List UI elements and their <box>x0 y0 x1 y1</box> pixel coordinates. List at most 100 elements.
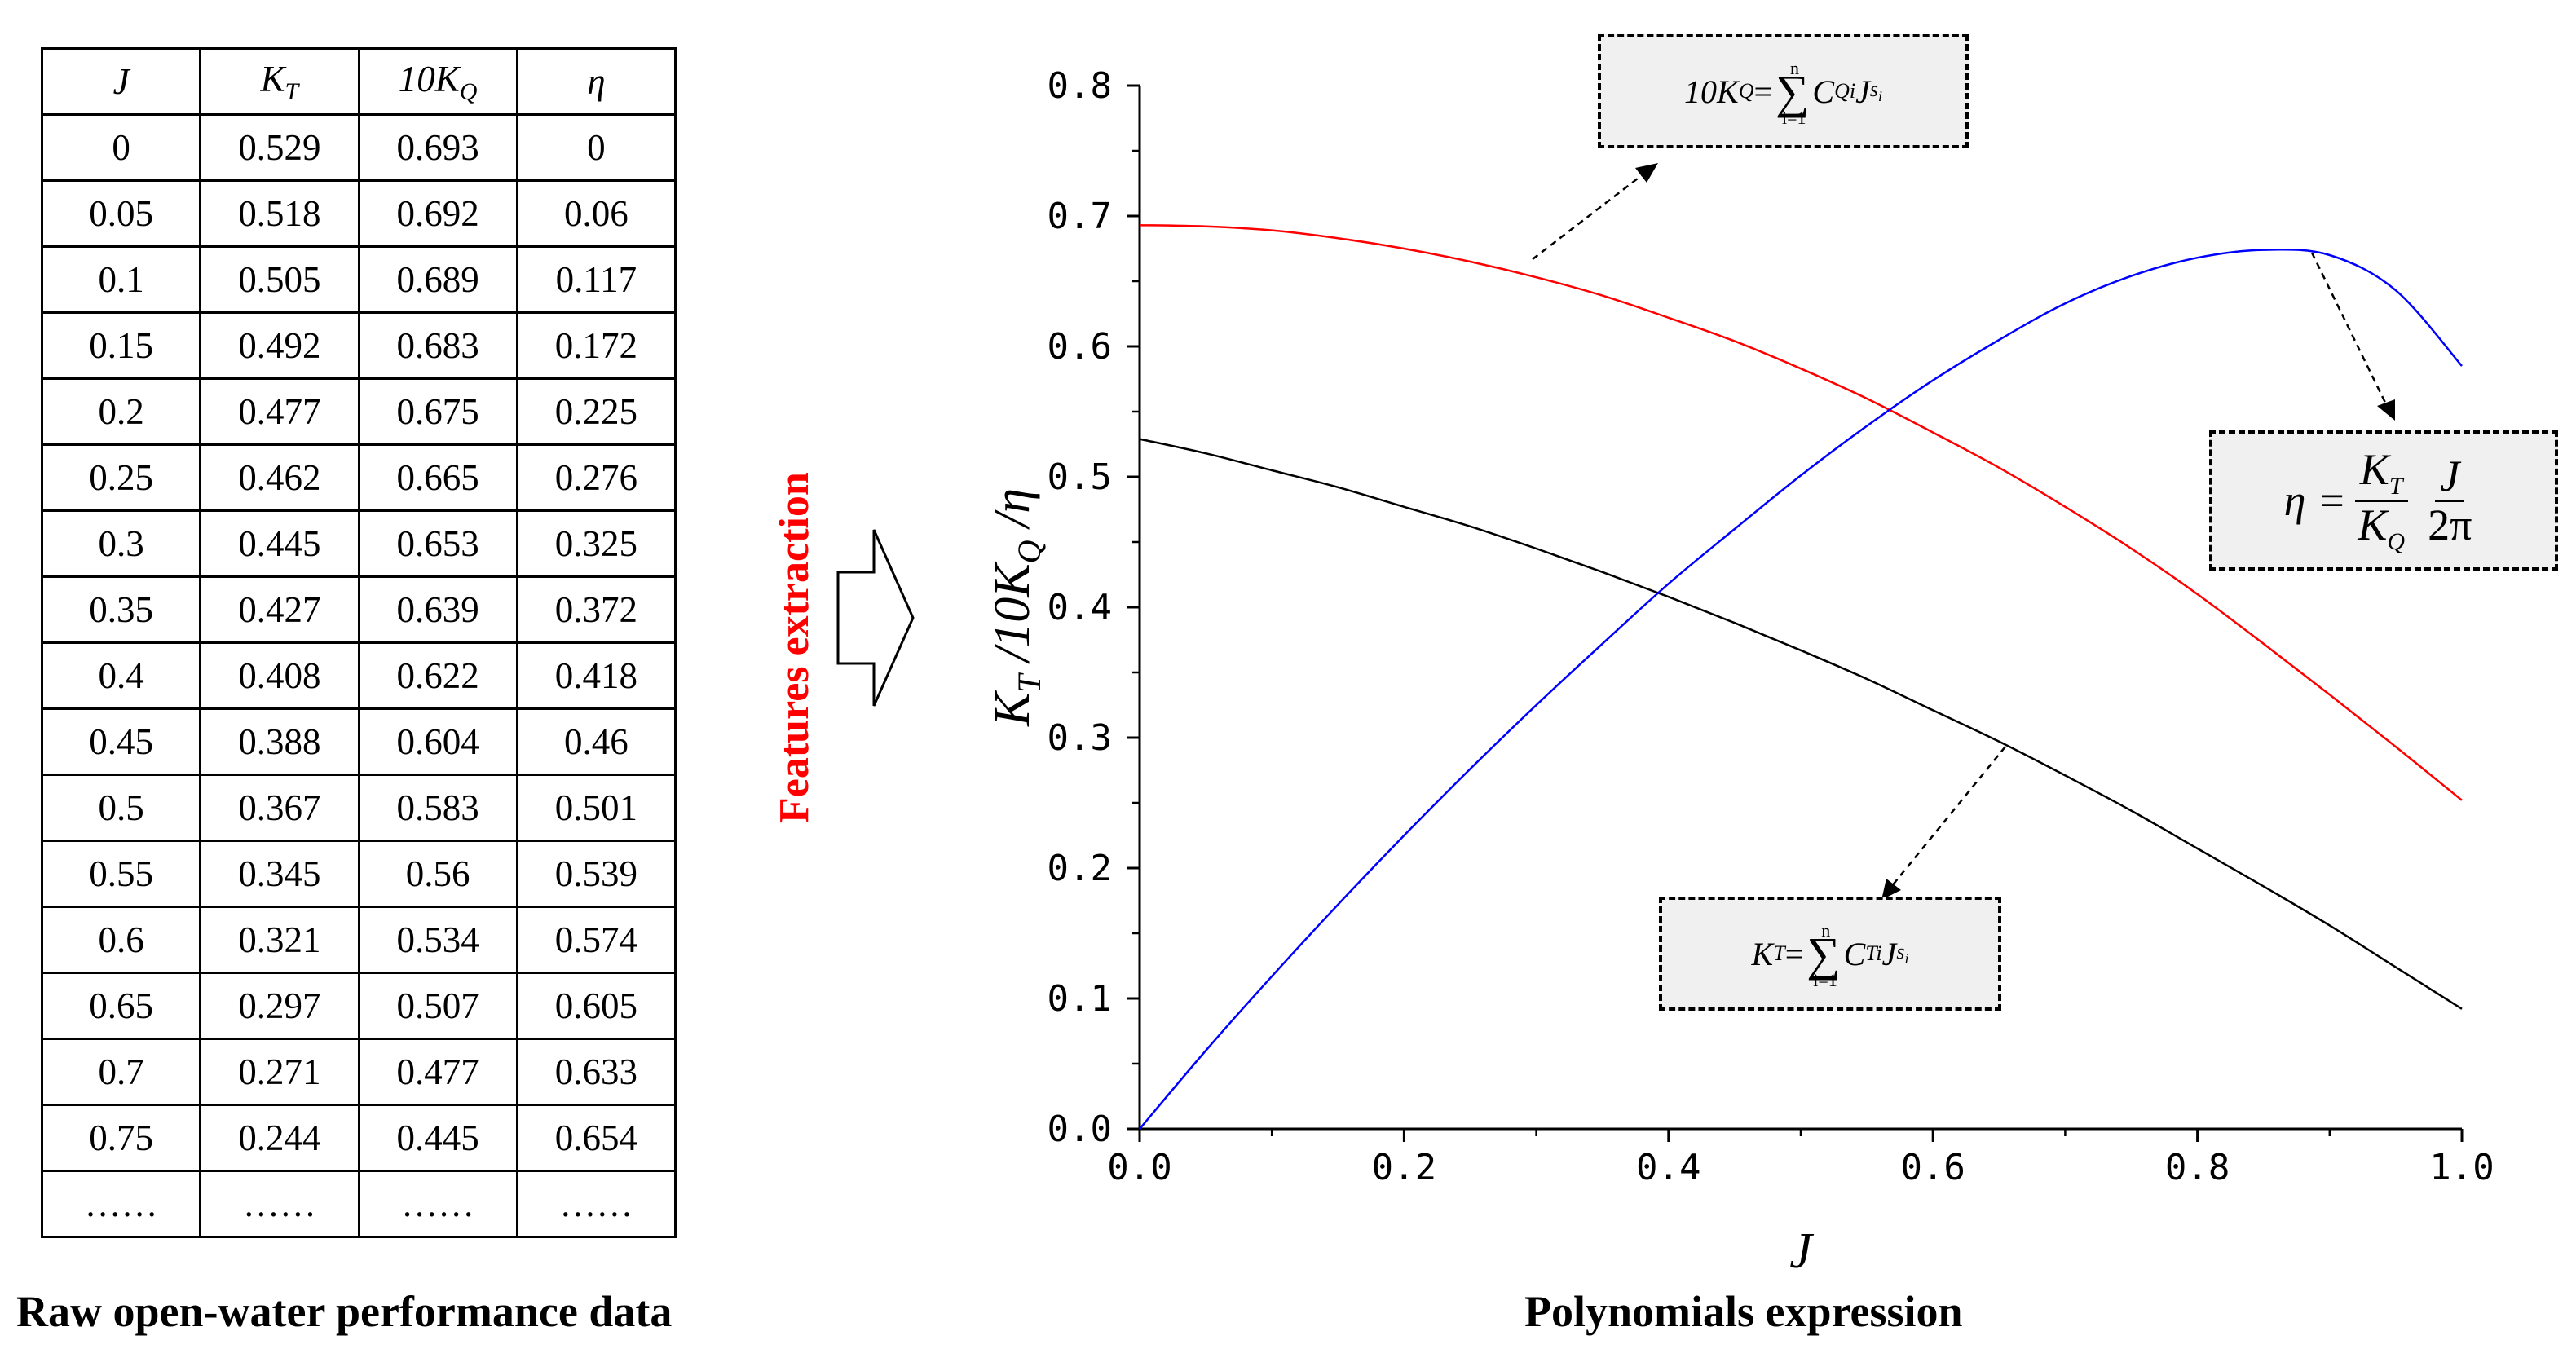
chart-labels: 0.0 0.2 0.4 0.6 0.8 1.0 0.0 0.1 0.2 0.3 0.4 0.5 0.6 0… <box>985 65 2494 1279</box>
table-cell: 0.3 <box>40 509 202 578</box>
table-cell: 0.5 <box>40 774 202 842</box>
eta-num1: K <box>2359 445 2389 495</box>
eta-formula-lhs: η = <box>2283 476 2347 525</box>
x-tick-label: 0.8 <box>2165 1147 2230 1188</box>
table-cell: 0.633 <box>515 1038 677 1106</box>
chart-series <box>1139 223 2463 1130</box>
y-tick-label: 0.6 <box>1048 326 1112 368</box>
table-cell: 0.321 <box>199 906 360 974</box>
y-tick-label: 0.7 <box>1048 196 1112 237</box>
table-cell: 0.56 <box>357 840 518 908</box>
y-axis-title-part: K <box>985 690 1040 727</box>
table-row: 0 0.529 0.693 0 <box>40 113 677 182</box>
table-cell: 0.45 <box>40 707 202 776</box>
eta-num2: J <box>2435 453 2465 502</box>
header-10kq: 10KQ <box>357 47 518 116</box>
table-cell: 0.445 <box>357 1104 518 1172</box>
table-cell: 0.4 <box>40 641 202 710</box>
y-tick-label: 0.0 <box>1048 1109 1112 1150</box>
kq-annotation-arrow <box>1532 172 1646 260</box>
x-axis-title: J <box>1789 1223 1814 1279</box>
table-cell: 0.683 <box>357 311 518 380</box>
table-cell: …… <box>357 1170 518 1238</box>
hollow-arrow-icon <box>836 529 915 707</box>
table-row: 0.4 0.408 0.622 0.418 <box>40 641 677 710</box>
x-tick-label: 0.2 <box>1372 1147 1436 1188</box>
x-tick-label: 1.0 <box>2429 1147 2494 1188</box>
kt-formula-lhs-sub: T <box>1773 941 1785 965</box>
table-cell: 0.492 <box>199 311 360 380</box>
table-cell: 0.445 <box>199 509 360 578</box>
j-over-2pi-fraction: J 2π <box>2423 453 2477 548</box>
kq-formula-exp-sub: i <box>1877 88 1882 105</box>
y-axis-title-part: /10K <box>985 561 1040 675</box>
kt-formula-eq: = <box>1784 935 1804 972</box>
y-tick-label: 0.1 <box>1048 978 1112 1020</box>
table-row: 0.65 0.297 0.507 0.605 <box>40 972 677 1040</box>
table-cell: 0.35 <box>40 575 202 644</box>
kq-sum-top: n <box>1790 57 1800 78</box>
y-tick-label: 0.3 <box>1048 717 1112 759</box>
eta-annotation-arrow <box>2310 252 2389 407</box>
table-cell: 0.604 <box>357 707 518 776</box>
table-cell: 0.605 <box>515 972 677 1040</box>
table-cell: 0.501 <box>515 774 677 842</box>
table-cell: 0.505 <box>199 245 360 314</box>
series-line- <box>1139 248 2463 1130</box>
table-cell: 0.225 <box>515 377 677 446</box>
y-tick-label: 0.8 <box>1048 65 1112 107</box>
table-row: 0.75 0.244 0.445 0.654 <box>40 1104 677 1172</box>
table-cell: 0.654 <box>515 1104 677 1172</box>
table-cell: 0.75 <box>40 1104 202 1172</box>
eta-den2: 2π <box>2428 500 2472 549</box>
table-cell: 0.427 <box>199 575 360 644</box>
y-axis-title-part: /η <box>985 488 1040 540</box>
y-tick-label: 0.5 <box>1048 456 1112 498</box>
sum-icon: ∑ n i=1 <box>1775 57 1810 128</box>
table-cell: 0.7 <box>40 1038 202 1106</box>
kq-formula-term-sub: Qi <box>1834 79 1856 103</box>
table-row: 0.7 0.271 0.477 0.633 <box>40 1038 677 1106</box>
x-tick-label: 0.0 <box>1107 1147 1171 1188</box>
table-row: 0.3 0.445 0.653 0.325 <box>40 509 677 578</box>
table-cell: 0.675 <box>357 377 518 446</box>
table-row: 0.6 0.321 0.534 0.574 <box>40 906 677 974</box>
annotation-arrows <box>1532 172 2389 888</box>
table-cell: 0.15 <box>40 311 202 380</box>
performance-data-table: J KT 10KQ η 0 0.529 0.693 0 0.05 0.518 0.692 0.… <box>40 47 677 1238</box>
header-kt: KT <box>199 47 360 116</box>
table-cell: 0.518 <box>199 179 360 248</box>
table-cell: 0.639 <box>357 575 518 644</box>
kt-over-kq-fraction: KT KQ <box>2353 447 2410 554</box>
table-cell: 0.418 <box>515 641 677 710</box>
table-row: 0.2 0.477 0.675 0.225 <box>40 377 677 446</box>
series-line-kt <box>1139 438 2463 1010</box>
table-cell: 0.55 <box>40 840 202 908</box>
table-cell: …… <box>40 1170 202 1238</box>
table-cell: 0.692 <box>357 179 518 248</box>
kq-formula-exp: s <box>1869 77 1878 101</box>
kq-formula-var: J <box>1855 73 1870 110</box>
table-cell: 0.271 <box>199 1038 360 1106</box>
y-tick-label: 0.4 <box>1048 587 1112 628</box>
table-row: 0.1 0.505 0.689 0.117 <box>40 245 677 314</box>
table-cell: 0.372 <box>515 575 677 644</box>
table-header-row: J KT 10KQ η <box>40 47 677 116</box>
table-cell: 0.65 <box>40 972 202 1040</box>
table-cell: 0.693 <box>357 113 518 182</box>
table-cell: 0.6 <box>40 906 202 974</box>
table-row: …………………… <box>40 1170 677 1238</box>
table-cell: 0.388 <box>199 707 360 776</box>
table-cell: 0.574 <box>515 906 677 974</box>
table-cell: 0 <box>40 113 202 182</box>
eta-den1-sub: Q <box>2387 527 2406 555</box>
table-caption: Raw open-water performance data <box>16 1287 673 1336</box>
kt-sum-top: n <box>1821 919 1831 941</box>
table-cell: 0.117 <box>515 245 677 314</box>
kt-formula-term-sub: Ti <box>1865 941 1882 965</box>
series-line-10kq <box>1139 223 2463 801</box>
kt-formula-exp-sub: i <box>1904 950 1909 968</box>
table-cell: 0.477 <box>357 1038 518 1106</box>
